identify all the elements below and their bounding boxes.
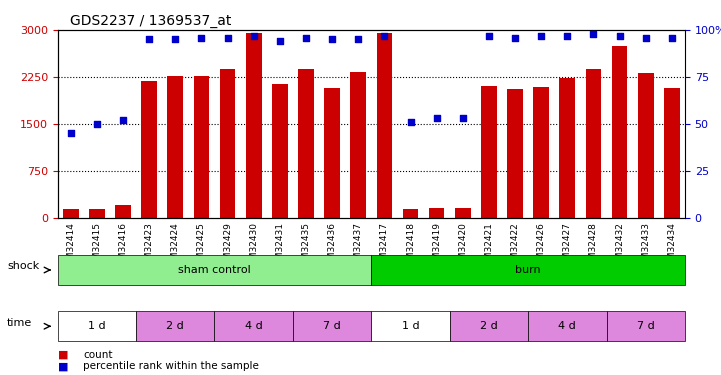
Text: GDS2237 / 1369537_at: GDS2237 / 1369537_at xyxy=(70,13,231,28)
Point xyxy=(614,33,625,39)
Text: 7 d: 7 d xyxy=(323,321,341,331)
Point xyxy=(483,33,495,39)
Bar xyxy=(481,86,497,218)
Text: 4 d: 4 d xyxy=(245,321,262,331)
Bar xyxy=(559,78,575,218)
Text: 7 d: 7 d xyxy=(637,321,655,331)
Point xyxy=(169,36,181,42)
Bar xyxy=(350,72,366,217)
Point xyxy=(274,38,286,44)
Bar xyxy=(298,69,314,218)
Bar xyxy=(455,208,471,218)
Bar xyxy=(324,87,340,218)
Bar xyxy=(89,209,105,218)
Point xyxy=(640,34,652,40)
Bar xyxy=(534,87,549,218)
Bar xyxy=(272,84,288,218)
Bar xyxy=(402,209,418,218)
Bar xyxy=(220,69,235,218)
Point xyxy=(353,36,364,42)
Point xyxy=(327,36,338,42)
Bar xyxy=(585,69,601,218)
Point xyxy=(143,36,155,42)
Bar xyxy=(63,209,79,218)
Point xyxy=(195,34,207,40)
Bar xyxy=(611,46,627,218)
Bar xyxy=(246,33,262,218)
Point xyxy=(404,119,416,125)
Point xyxy=(588,31,599,37)
Bar xyxy=(638,73,653,217)
Bar xyxy=(167,76,183,217)
Point xyxy=(431,115,443,121)
Point xyxy=(536,33,547,39)
Point xyxy=(65,130,76,136)
Bar xyxy=(193,76,209,217)
Text: 2 d: 2 d xyxy=(167,321,184,331)
Text: ■: ■ xyxy=(58,350,68,360)
Bar xyxy=(376,33,392,218)
Point xyxy=(300,34,311,40)
Text: sham control: sham control xyxy=(178,265,251,275)
Bar xyxy=(429,208,444,218)
Text: ■: ■ xyxy=(58,361,68,371)
Point xyxy=(509,34,521,40)
Text: 1 d: 1 d xyxy=(402,321,420,331)
Bar xyxy=(664,87,680,218)
Bar xyxy=(115,205,131,218)
Point xyxy=(379,33,390,39)
Text: burn: burn xyxy=(516,265,541,275)
Text: time: time xyxy=(7,318,32,327)
Text: 1 d: 1 d xyxy=(88,321,106,331)
Point xyxy=(562,33,573,39)
Text: percentile rank within the sample: percentile rank within the sample xyxy=(83,361,259,371)
Point xyxy=(248,33,260,39)
Text: 4 d: 4 d xyxy=(559,321,576,331)
Point xyxy=(118,117,129,123)
Text: shock: shock xyxy=(7,261,40,271)
Point xyxy=(91,121,102,127)
Point xyxy=(222,34,234,40)
Text: 2 d: 2 d xyxy=(480,321,497,331)
Bar xyxy=(507,89,523,218)
Point xyxy=(666,34,678,40)
Bar xyxy=(141,81,157,218)
Text: count: count xyxy=(83,350,112,360)
Point xyxy=(457,115,469,121)
